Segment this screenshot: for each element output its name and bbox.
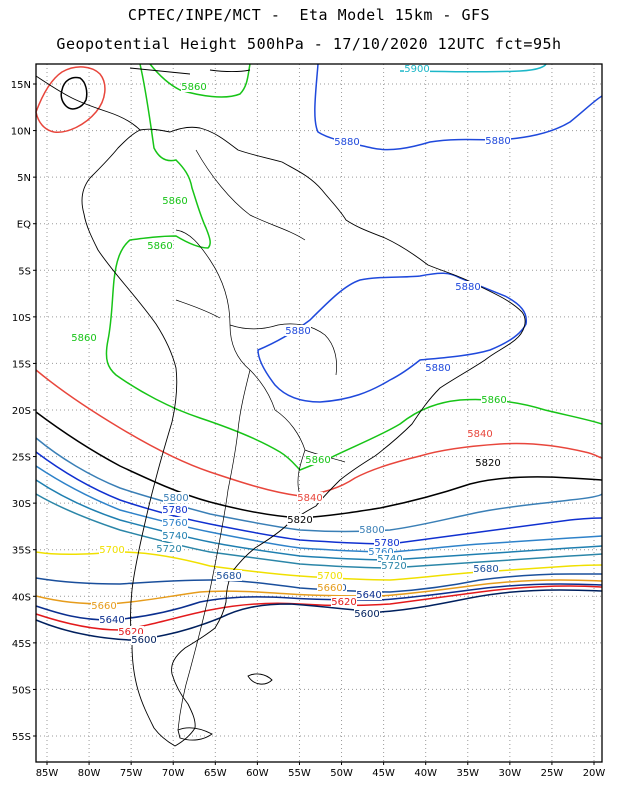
contour-value-label: 5900 [404, 64, 429, 75]
lat-tick-label: 10S [12, 313, 31, 324]
contour-5740 [35, 479, 603, 561]
contour-value-label: 5800 [163, 493, 188, 504]
lat-tick-label: 40S [12, 592, 31, 603]
central-america-outline [35, 75, 141, 131]
lat-tick-label: 30S [12, 499, 31, 510]
map-gridlines [36, 64, 602, 762]
lat-tick-label: 50S [12, 685, 31, 696]
contour-value-label: 5700 [99, 545, 124, 556]
latitude-axis: 15N 10N 5N EQ 5S 10S 15S 20S 25S 30S 35S 40S 45S 50S 5… [11, 80, 36, 743]
contour-5800 [35, 437, 603, 533]
contour-value-label: 5680 [473, 564, 498, 575]
contour-5760 [35, 465, 603, 553]
lat-tick-label: 55S [12, 732, 31, 743]
lon-tick-label: 75W [120, 768, 143, 779]
lat-tick-label: 15S [12, 359, 31, 370]
contour-value-label: 5760 [162, 518, 187, 529]
falkland-islands [247, 673, 273, 685]
contour-5840-nw [35, 66, 106, 133]
lon-tick-label: 60W [246, 768, 269, 779]
contour-5880-north [314, 63, 603, 151]
contour-5660 [35, 579, 603, 605]
lon-tick-label: 40W [414, 768, 437, 779]
contour-value-label: 5660 [91, 601, 116, 612]
contour-value-label: 5780 [374, 538, 399, 549]
contour-value-label: 5620 [118, 627, 143, 638]
contour-value-label: 5880 [455, 282, 480, 293]
contour-value-label: 5800 [359, 525, 384, 536]
contour-value-label: 5720 [156, 544, 181, 555]
contour-value-label: 5640 [99, 615, 124, 626]
lat-tick-label: 20S [12, 406, 31, 417]
lat-tick-label: 35S [12, 546, 31, 557]
contour-value-label: 5740 [377, 554, 402, 565]
contour-value-label: 5620 [331, 597, 356, 608]
lon-tick-label: 65W [204, 768, 227, 779]
contour-5820-nw [60, 76, 88, 110]
lon-tick-label: 20W [583, 768, 606, 779]
cuba-caribbean [129, 67, 251, 75]
contour-value-label: 5860 [181, 82, 206, 93]
map-frame [35, 63, 603, 763]
contour-value-label: 5860 [481, 395, 506, 406]
tierra-del-fuego [177, 727, 213, 741]
contour-5880-brazil [257, 272, 528, 403]
contour-5840 [35, 369, 603, 497]
contour-value-label: 5720 [381, 561, 406, 572]
contour-value-label: 5780 [162, 505, 187, 516]
contour-value-label: 5880 [285, 326, 310, 337]
lon-tick-label: 85W [36, 768, 59, 779]
coastline [35, 67, 526, 747]
lon-tick-label: 35W [456, 768, 479, 779]
contour-value-label: 5880 [485, 136, 510, 147]
lat-tick-label: 15N [11, 80, 31, 91]
map-subtitle: Geopotential Height 500hPa - 17/10/2020 … [56, 35, 562, 53]
contour-value-label: 5840 [467, 429, 492, 440]
contour-value-label: 5600 [131, 635, 156, 646]
contour-5820 [35, 411, 603, 519]
contour-5720 [35, 493, 603, 569]
map-title: CPTEC/INPE/MCT - Eta Model 15km - GFS [127, 6, 491, 24]
south-america-outline [81, 126, 526, 747]
lon-tick-label: 45W [372, 768, 395, 779]
lat-tick-label: 5N [17, 173, 31, 184]
longitude-axis: 85W 80W 75W 70W 65W 60W 55W 50W 45W 40W 35W 30W 25W 2… [36, 762, 606, 779]
contour-value-label: 5860 [147, 241, 172, 252]
lat-tick-label: 25S [12, 453, 31, 464]
contour-value-label: 5840 [297, 493, 322, 504]
contour-value-label: 5860 [71, 333, 96, 344]
contour-5780 [35, 451, 603, 545]
contour-labels: 5900 5860 5880 5880 5860 5860 5880 5880 5860 5880… [71, 63, 511, 646]
contour-value-label: 5640 [356, 590, 381, 601]
lon-tick-label: 55W [288, 768, 311, 779]
lat-tick-label: 5S [18, 266, 31, 277]
lat-tick-label: 10N [11, 127, 31, 138]
contour-value-label: 5880 [425, 363, 450, 374]
contour-value-label: 5600 [354, 609, 379, 620]
contour-value-label: 5860 [162, 196, 187, 207]
lon-tick-label: 25W [541, 768, 564, 779]
contour-value-label: 5760 [368, 547, 393, 558]
contour-value-label: 5860 [305, 455, 330, 466]
contour-value-label: 5740 [162, 531, 187, 542]
contour-value-label: 5880 [334, 137, 359, 148]
contour-value-label: 5660 [317, 583, 342, 594]
lat-tick-label: EQ [17, 220, 31, 231]
lon-tick-label: 70W [162, 768, 185, 779]
contour-5860-amazon [105, 63, 603, 471]
contour-value-label: 5820 [287, 515, 312, 526]
contour-5860-nw [149, 63, 251, 98]
lon-tick-label: 30W [499, 768, 522, 779]
contour-value-label: 5820 [475, 458, 500, 469]
contour-value-label: 5680 [216, 571, 241, 582]
contour-value-label: 5700 [317, 571, 342, 582]
lat-tick-label: 45S [12, 639, 31, 650]
lon-tick-label: 50W [330, 768, 353, 779]
lon-tick-label: 80W [78, 768, 101, 779]
